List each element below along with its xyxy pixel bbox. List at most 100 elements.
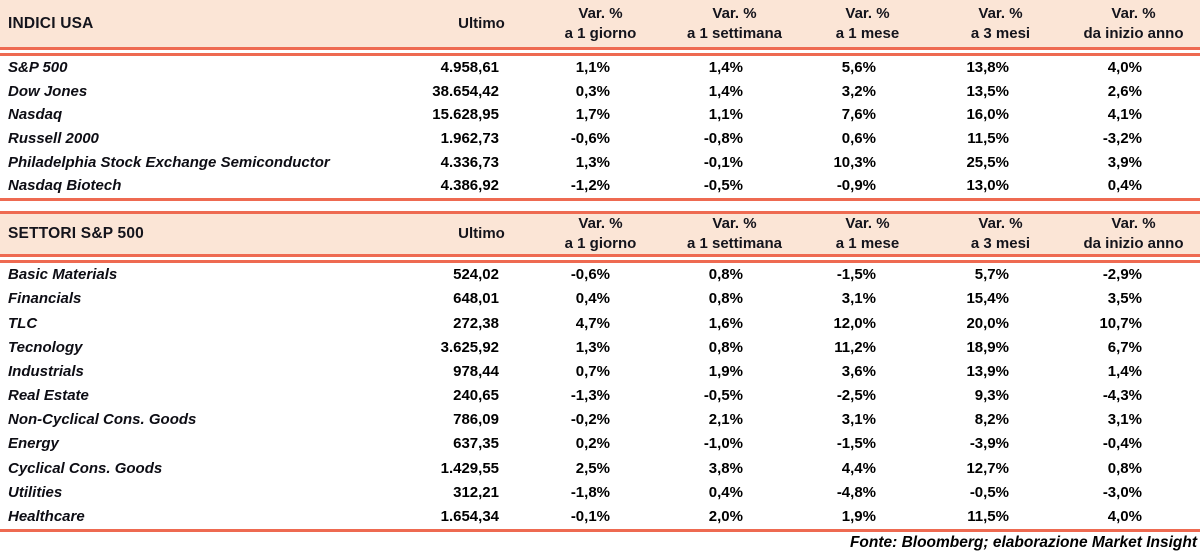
var-value: 1,4% (708, 59, 743, 77)
var-value: 2,1% (708, 411, 743, 429)
var-value: 7,6% (841, 106, 876, 124)
var-value: 0,3% (575, 82, 610, 100)
ultimo-value: 15.628,95 (432, 106, 499, 124)
period-label: a 1 giorno (564, 24, 637, 42)
table-row: Financials 648,01 0,4% 0,8% 3,1% 15,4% 3,5% (0, 287, 1200, 311)
var-value: 11,5% (967, 130, 1009, 148)
table-bottom-rule (0, 528, 1200, 532)
row-label: Nasdaq Biotech (8, 177, 122, 195)
period-label: a 1 settimana (686, 234, 783, 252)
ultimo-value: 1.429,55 (440, 459, 499, 477)
var-value: -1,0% (703, 435, 743, 453)
ultimo-value: 1.962,73 (440, 130, 499, 148)
var-value: 0,4% (575, 290, 610, 308)
row-label: Nasdaq (8, 106, 63, 124)
period-label: a 1 settimana (686, 24, 783, 42)
ultimo-value: 1.654,34 (440, 508, 499, 526)
var-value: 5,7% (974, 266, 1009, 284)
ultimo-value: 4.336,73 (440, 153, 499, 171)
var-value: 18,9% (966, 338, 1009, 356)
var-value: 3,1% (841, 290, 876, 308)
var-value: 1,3% (575, 338, 610, 356)
period-label: a 3 mesi (970, 234, 1031, 252)
column-header-var-1-giorno: Var. % a 1 giorno (533, 214, 668, 253)
var-label: Var. % (845, 5, 890, 22)
section-bottom-rule (0, 197, 1200, 201)
var-value: 1,6% (708, 314, 743, 332)
var-label: Var. % (1111, 5, 1156, 22)
row-label: Dow Jones (8, 82, 88, 100)
var-value: 4,1% (1107, 106, 1142, 124)
var-value: -4,3% (1102, 387, 1142, 405)
var-value: -1,5% (836, 435, 876, 453)
var-value: 0,8% (1107, 459, 1142, 477)
column-header-var-inizio-anno: Var. % da inizio anno (1067, 214, 1200, 253)
var-value: 4,0% (1107, 59, 1142, 77)
var-value: -1,5% (836, 266, 876, 284)
period-label: da inizio anno (1083, 24, 1184, 42)
double-rule (0, 47, 1200, 56)
row-label: Energy (8, 435, 59, 453)
row-label: Non-Cyclical Cons. Goods (8, 411, 197, 429)
table-row: Russell 2000 1.962,73 -0,6% -0,8% 0,6% 11,5% -… (0, 127, 1200, 151)
table-row: Non-Cyclical Cons. Goods 786,09 -0,2% 2,1% 3… (0, 408, 1200, 432)
ultimo-value: 4.386,92 (440, 177, 499, 195)
var-label: Var. % (712, 215, 757, 233)
ultimo-value: 312,21 (453, 483, 499, 501)
table-row: Energy 637,35 0,2% -1,0% -1,5% -3,9% -0,4% (0, 432, 1200, 456)
var-value: 1,4% (708, 82, 743, 100)
row-label: S&P 500 (8, 59, 68, 77)
row-label: Cyclical Cons. Goods (8, 459, 163, 477)
var-value: 3,9% (1107, 153, 1142, 171)
var-value: -3,9% (969, 435, 1009, 453)
ultimo-value: 272,38 (453, 314, 499, 332)
column-header-var-1-mese: Var. % a 1 mese (801, 214, 934, 253)
var-value: -4,8% (836, 483, 876, 501)
table-row: Philadelphia Stock Exchange Semiconducto… (0, 150, 1200, 174)
var-value: 12,7% (966, 459, 1009, 477)
var-value: 10,3% (833, 153, 876, 171)
row-label: Utilities (8, 483, 63, 501)
section-gap (0, 200, 1200, 211)
var-value: 0,6% (841, 130, 876, 148)
var-value: 3,2% (841, 82, 876, 100)
var-value: 11,2% (834, 338, 876, 356)
row-label: TLC (8, 314, 38, 332)
var-value: 2,6% (1107, 82, 1142, 100)
var-value: -0,2% (570, 411, 610, 429)
var-value: 6,7% (1107, 338, 1142, 356)
table-row: Nasdaq Biotech 4.386,92 -1,2% -0,5% -0,9% 13,… (0, 174, 1200, 198)
var-value: 10,7% (1099, 314, 1142, 332)
table-row: S&P 500 4.958,61 1,1% 1,4% 5,6% 13,8% 4,0% (0, 56, 1200, 80)
table-row: Cyclical Cons. Goods 1.429,55 2,5% 3,8% 4,4%… (0, 456, 1200, 480)
var-value: 1,9% (841, 508, 876, 526)
var-value: 20,0% (966, 314, 1009, 332)
var-label: Var. % (578, 5, 623, 22)
row-label: Tecnology (8, 338, 83, 356)
var-value: 13,9% (966, 362, 1009, 380)
var-value: 0,7% (575, 362, 610, 380)
var-value: 13,0% (966, 177, 1009, 195)
var-value: 3,1% (841, 411, 876, 429)
period-label: a 1 mese (835, 234, 900, 252)
var-value: 1,1% (708, 106, 743, 124)
ultimo-value: 786,09 (453, 411, 499, 429)
row-label: Russell 2000 (8, 130, 99, 148)
var-value: -3,0% (1102, 483, 1142, 501)
column-header-var-1-mese: Var. % a 1 mese (801, 4, 934, 43)
row-label: Philadelphia Stock Exchange Semiconducto… (8, 153, 330, 171)
var-value: 8,2% (974, 411, 1009, 429)
var-value: 2,5% (575, 459, 610, 477)
var-value: 3,8% (708, 459, 743, 477)
var-value: 4,7% (575, 314, 610, 332)
var-value: -0,9% (836, 177, 876, 195)
table-row: Dow Jones 38.654,42 0,3% 1,4% 3,2% 13,5% 2,6% (0, 80, 1200, 104)
column-header-var-1-giorno: Var. % a 1 giorno (533, 4, 668, 43)
period-label: a 3 mesi (970, 24, 1031, 42)
var-value: -0,6% (570, 266, 610, 284)
var-value: 1,1% (575, 59, 610, 77)
var-value: 3,1% (1107, 411, 1142, 429)
var-value: 11,5% (967, 508, 1009, 526)
var-value: 16,0% (966, 106, 1009, 124)
